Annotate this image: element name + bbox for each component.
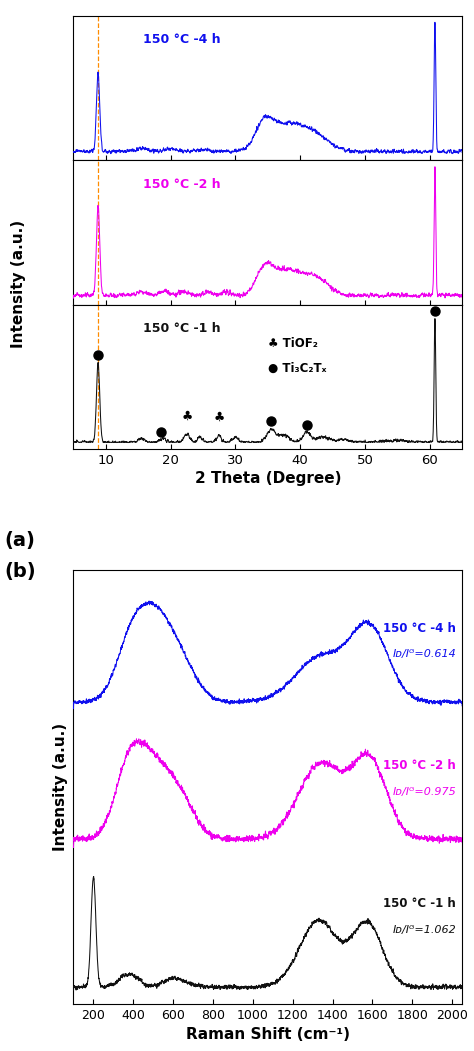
Text: (a): (a): [5, 531, 36, 550]
Text: Iᴅ/Iᴳ=1.062: Iᴅ/Iᴳ=1.062: [392, 925, 456, 934]
X-axis label: Raman Shift (cm⁻¹): Raman Shift (cm⁻¹): [186, 1027, 350, 1043]
Text: Iᴅ/Iᴳ=0.975: Iᴅ/Iᴳ=0.975: [392, 787, 456, 797]
Text: Intensity (a.u.): Intensity (a.u.): [11, 220, 27, 348]
Text: 150 °C -4 h: 150 °C -4 h: [144, 33, 221, 46]
Text: 150 °C -2 h: 150 °C -2 h: [144, 178, 221, 190]
Y-axis label: Intensity (a.u.): Intensity (a.u.): [53, 723, 68, 851]
Text: (b): (b): [5, 562, 36, 581]
Text: 150 °C -1 h: 150 °C -1 h: [144, 322, 221, 335]
Text: ♣: ♣: [214, 411, 225, 424]
Text: 150 °C -4 h: 150 °C -4 h: [383, 622, 456, 635]
Text: 150 °C -1 h: 150 °C -1 h: [383, 898, 456, 910]
Text: Iᴅ/Iᴳ=0.614: Iᴅ/Iᴳ=0.614: [392, 650, 456, 659]
Text: 150 °C -2 h: 150 °C -2 h: [383, 760, 456, 772]
Text: ♣: ♣: [181, 410, 192, 424]
X-axis label: 2 Theta (Degree): 2 Theta (Degree): [194, 471, 341, 487]
Text: ● Ti₃C₂Tₓ: ● Ti₃C₂Tₓ: [268, 362, 326, 375]
Text: ♣ TiOF₂: ♣ TiOF₂: [268, 337, 318, 350]
